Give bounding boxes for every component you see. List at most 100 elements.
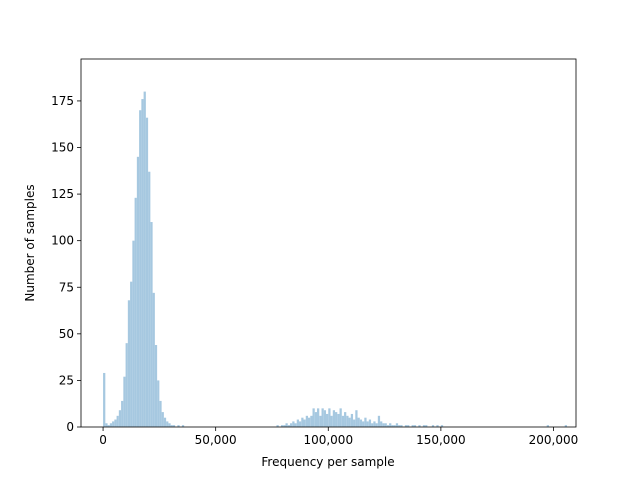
bar (303, 419, 306, 427)
bar (364, 417, 367, 427)
bar (348, 417, 351, 427)
y-axis-label: Number of samples (23, 184, 37, 301)
bar (323, 410, 327, 427)
y-tick-label: 125 (51, 187, 74, 201)
x-tick-label: 50,000 (195, 433, 237, 447)
y-tick-label: 75 (59, 280, 74, 294)
bar (296, 419, 299, 427)
bar (382, 423, 385, 427)
bar (166, 421, 169, 427)
bar (301, 417, 304, 427)
bar (168, 423, 171, 427)
y-tick-label: 0 (66, 420, 74, 434)
bar (339, 408, 342, 427)
bar (422, 425, 426, 427)
bar (330, 415, 333, 427)
x-tick-label: 100,000 (303, 433, 353, 447)
bar (344, 412, 347, 427)
bar (319, 415, 322, 427)
bar (353, 419, 356, 427)
x-tick-label: 150,000 (416, 433, 466, 447)
bar (152, 292, 155, 427)
bar (312, 408, 315, 427)
bar (425, 425, 428, 427)
bar (418, 425, 421, 427)
bar (172, 425, 176, 427)
bar (280, 425, 284, 427)
bar (289, 423, 293, 427)
bar (298, 421, 302, 427)
bar (380, 421, 383, 427)
bar (404, 425, 408, 427)
bar (276, 425, 279, 427)
bar (163, 417, 167, 427)
bar (359, 419, 363, 427)
bar (287, 425, 290, 427)
bar (350, 413, 354, 427)
bar (407, 425, 410, 427)
y-tick-label: 150 (51, 141, 74, 155)
bar (105, 423, 108, 427)
bar (326, 413, 329, 427)
bar (116, 415, 119, 427)
bar (384, 423, 387, 427)
bar (395, 423, 399, 427)
bar (373, 421, 376, 427)
bar (114, 419, 117, 427)
bar (431, 425, 435, 427)
bar (123, 376, 126, 427)
bar (130, 281, 133, 427)
bar (346, 415, 349, 427)
y-tick-label: 100 (51, 234, 74, 248)
bar (177, 425, 180, 427)
bar (305, 415, 309, 427)
bar (136, 156, 140, 427)
bar (161, 412, 164, 427)
bar (546, 425, 549, 427)
bar (341, 415, 345, 427)
bar (121, 400, 124, 427)
bar (139, 110, 142, 427)
bar (440, 425, 444, 427)
bar (371, 423, 374, 427)
bar (292, 421, 295, 427)
bar (154, 345, 158, 427)
bar (377, 415, 381, 427)
bar (143, 91, 146, 427)
bar (375, 423, 378, 427)
bar (294, 423, 297, 427)
bar (321, 408, 324, 427)
bar (332, 410, 336, 427)
bar (413, 425, 417, 427)
bar (103, 372, 106, 427)
bar (400, 425, 403, 427)
bar (337, 413, 340, 427)
bar (436, 425, 439, 427)
bar (317, 408, 320, 427)
bar (355, 410, 358, 427)
bar (411, 425, 414, 427)
bar (112, 421, 115, 427)
bar (328, 408, 331, 427)
bar (285, 423, 288, 427)
x-tick-label: 200,000 (529, 433, 579, 447)
bar (170, 425, 173, 427)
bar (393, 425, 396, 427)
bar (314, 412, 318, 427)
bar (118, 410, 122, 427)
bar (391, 425, 394, 427)
y-tick-label: 25 (59, 373, 74, 387)
bar (148, 171, 151, 427)
bar (366, 421, 369, 427)
bar (368, 419, 372, 427)
bar (386, 425, 390, 427)
x-tick-label: 0 (99, 433, 107, 447)
x-axis-label: Frequency per sample (261, 455, 394, 469)
bar (283, 425, 286, 427)
bar (389, 423, 392, 427)
bar (335, 412, 338, 427)
bar (157, 380, 160, 427)
plot-frame (80, 58, 577, 428)
